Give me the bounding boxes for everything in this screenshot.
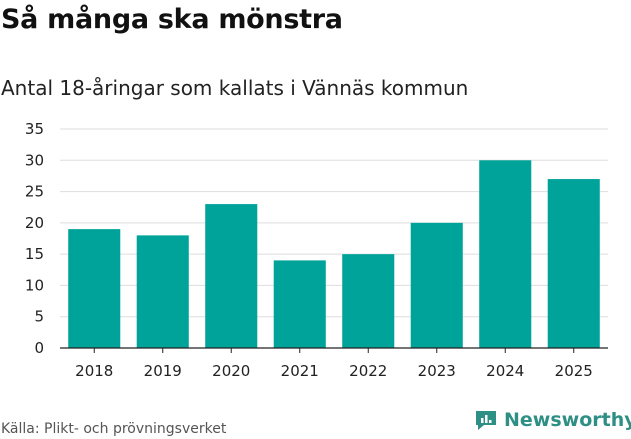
x-tick-label: 2018: [75, 362, 113, 380]
x-tick-label: 2022: [349, 362, 387, 380]
bar-2020: [205, 204, 258, 348]
y-axis-ticks: 0 5 10 15 20 25 30 35: [25, 120, 44, 357]
y-tick-label: 30: [25, 151, 44, 169]
x-tick-label: 2021: [281, 362, 319, 380]
y-tick-label: 20: [25, 214, 44, 232]
bars: [68, 160, 600, 348]
x-tick-label: 2020: [212, 362, 250, 380]
y-tick-label: 35: [25, 120, 44, 138]
x-tick-label: 2019: [144, 362, 182, 380]
y-tick-label: 25: [25, 183, 44, 201]
bar-2019: [136, 235, 189, 348]
bar-2024: [479, 160, 532, 348]
chart-subtitle: Antal 18-åringar som kallats i Vännäs ko…: [1, 76, 469, 100]
x-axis-ticks: 2018 2019 2020 2021 2022 2023 2024 2025: [75, 348, 593, 380]
bar-2023: [410, 222, 463, 348]
source-note: Källa: Plikt- och prövningsverket: [1, 421, 227, 437]
y-tick-label: 10: [25, 276, 44, 294]
x-tick-label: 2023: [418, 362, 456, 380]
brand-name: Newsworthy: [504, 409, 631, 431]
x-tick-label: 2024: [486, 362, 524, 380]
bar-2021: [273, 260, 326, 348]
chart-title: Så många ska mönstra: [1, 4, 343, 35]
brand-logo: Newsworthy: [474, 408, 631, 432]
bar-2018: [68, 229, 121, 348]
y-tick-label: 15: [25, 245, 44, 263]
bar-2025: [547, 179, 600, 348]
y-tick-label: 5: [34, 308, 44, 326]
bar-2022: [342, 254, 395, 348]
newsworthy-logo-icon: [476, 411, 496, 430]
x-tick-label: 2025: [555, 362, 593, 380]
y-tick-label: 0: [34, 339, 44, 357]
